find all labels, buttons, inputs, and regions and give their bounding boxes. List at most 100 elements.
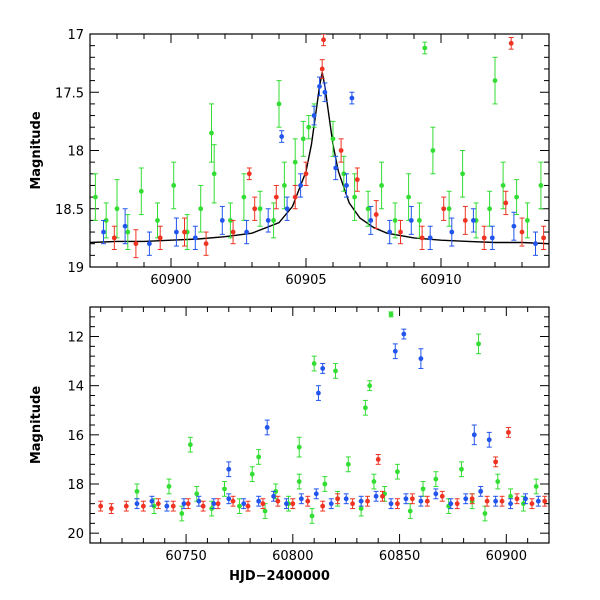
point-marker [306,124,312,130]
point-marker [492,78,498,83]
data-point [418,348,424,369]
data-point [98,500,104,512]
data-point [446,190,452,227]
data-point [406,173,412,221]
point-marker [459,466,464,472]
data-point [125,214,131,251]
data-point [241,498,247,510]
point-marker [264,425,270,430]
point-marker [114,206,120,212]
point-marker [244,229,250,235]
point-marker [373,493,379,499]
point-marker [448,501,454,507]
point-marker [493,498,499,504]
point-marker [408,218,414,223]
plot-area [98,311,548,524]
data-point [362,399,368,416]
point-marker [514,194,519,200]
data-point [420,481,426,497]
y-axis-label: Magnitude [29,111,44,190]
data-point [173,217,179,247]
data-point [350,498,356,510]
data-point [101,219,106,245]
point-marker [422,45,428,51]
data-point [493,456,499,468]
data-point [192,225,198,251]
data-point [533,478,539,495]
point-marker [157,235,163,241]
data-point [187,436,193,453]
data-point [508,498,514,510]
data-point [320,363,326,374]
point-marker [252,206,258,212]
data-point [256,495,262,507]
point-marker [200,503,206,509]
point-marker [134,488,140,494]
point-marker [388,311,394,317]
data-point [365,190,371,227]
data-point [284,196,290,221]
data-point [305,495,311,507]
point-marker [463,496,469,502]
point-marker [511,223,517,229]
data-point [296,473,302,490]
point-marker [209,130,214,136]
data-point [484,495,490,507]
data-point [138,167,144,216]
point-marker [335,496,341,502]
point-marker [395,469,400,475]
point-marker [226,496,232,502]
data-point [408,205,414,235]
point-marker [125,229,131,235]
data-point [471,424,477,446]
data-point [463,493,469,505]
point-marker [133,241,139,247]
series-0 [92,41,544,251]
point-marker [373,212,379,217]
data-point [387,219,393,245]
data-point [321,34,327,47]
point-marker [296,479,302,484]
point-marker [171,183,177,188]
data-point [155,202,160,239]
series-2 [111,34,547,259]
data-point [519,217,525,247]
data-point [371,473,377,490]
data-point [470,208,476,233]
point-marker [471,432,477,438]
data-point [514,179,520,216]
point-marker [279,134,285,139]
point-marker [192,235,198,241]
data-point [179,505,185,522]
data-point [398,219,403,245]
point-marker [500,183,506,188]
point-marker [170,503,176,509]
point-marker [487,206,492,212]
data-point [256,449,262,465]
data-point [533,231,538,256]
data-point [319,59,325,79]
point-marker [290,501,296,507]
point-marker [273,194,279,200]
data-point [524,202,530,239]
data-point [407,503,413,519]
data-point [114,179,120,239]
point-marker [430,148,436,153]
point-marker [499,498,505,504]
data-point [226,461,232,478]
point-marker [471,218,476,223]
point-marker [350,501,355,507]
point-marker [211,501,217,507]
data-point [164,500,170,512]
point-marker [164,503,170,509]
data-point [394,463,400,480]
point-marker [371,479,377,484]
series-1 [101,76,538,256]
point-marker [182,229,187,235]
point-marker [454,501,460,507]
data-point [482,505,488,522]
point-marker [333,368,338,374]
data-point [416,202,422,239]
y-tick-label: 12 [67,331,84,346]
x-tick-label: 60905 [285,273,326,288]
